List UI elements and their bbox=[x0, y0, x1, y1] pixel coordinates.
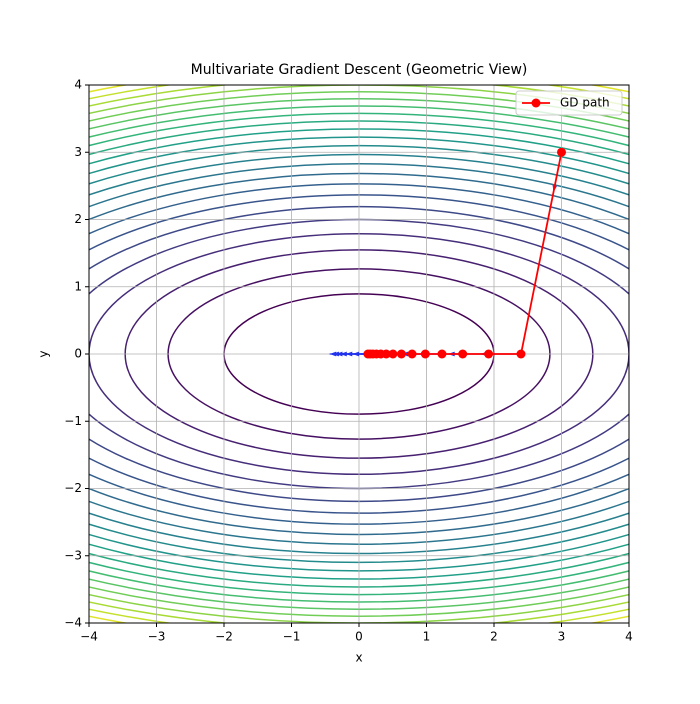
x-tick-label: 3 bbox=[558, 630, 566, 644]
legend-label: GD path bbox=[560, 96, 610, 110]
gd-path-point bbox=[516, 349, 526, 359]
y-tick-label: 2 bbox=[74, 212, 82, 226]
x-tick-label: −1 bbox=[283, 630, 301, 644]
x-tick-label: 2 bbox=[490, 630, 498, 644]
gd-path-point bbox=[363, 349, 373, 359]
y-tick-label: −3 bbox=[64, 548, 82, 562]
gd-path-point bbox=[407, 349, 417, 359]
y-tick-label: −1 bbox=[64, 414, 82, 428]
x-axis-label: x bbox=[355, 651, 362, 665]
y-axis-label: y bbox=[37, 350, 51, 357]
legend-box bbox=[515, 90, 623, 116]
y-tick-label: 4 bbox=[74, 78, 82, 92]
x-tick-label: −4 bbox=[80, 630, 98, 644]
x-tick-label: −2 bbox=[215, 630, 233, 644]
gd-path-point bbox=[388, 349, 398, 359]
gd-path-point bbox=[437, 349, 447, 359]
x-tick-label: −3 bbox=[148, 630, 166, 644]
gd-path-point bbox=[420, 349, 430, 359]
y-tick-label: −2 bbox=[64, 481, 82, 495]
x-tick-label: 0 bbox=[355, 630, 363, 644]
x-tick-label: 4 bbox=[625, 630, 633, 644]
path-layer bbox=[329, 147, 566, 359]
axes: −4 −3 −2 −1 0 1 2 3 4 −4 −3 −2 −1 0 1 2 3 4 bbox=[64, 78, 633, 644]
y-tick-label: 1 bbox=[74, 279, 82, 293]
gd-path-point bbox=[396, 349, 406, 359]
gd-path-line bbox=[367, 152, 563, 355]
y-tick-label: −4 bbox=[64, 616, 82, 630]
gradient-arrow-head bbox=[329, 351, 337, 357]
y-tick-label: 0 bbox=[74, 347, 82, 361]
chart-title: Multivariate Gradient Descent (Geometric… bbox=[191, 62, 528, 78]
y-tick-label: 3 bbox=[74, 145, 82, 159]
gd-path-point bbox=[484, 349, 494, 359]
gd-path-point bbox=[458, 349, 468, 359]
gd-path-point bbox=[557, 147, 566, 157]
x-tick-label: 1 bbox=[423, 630, 431, 644]
legend-marker bbox=[531, 98, 541, 108]
legend: GD path bbox=[515, 90, 623, 116]
